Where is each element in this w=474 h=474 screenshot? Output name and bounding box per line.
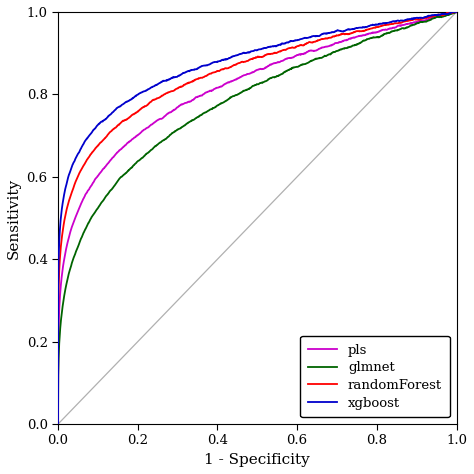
X-axis label: 1 - Specificity: 1 - Specificity [204,453,310,467]
Legend: pls, glmnet, randomForest, xgboost: pls, glmnet, randomForest, xgboost [301,336,450,418]
Y-axis label: Sensitivity: Sensitivity [7,177,21,259]
